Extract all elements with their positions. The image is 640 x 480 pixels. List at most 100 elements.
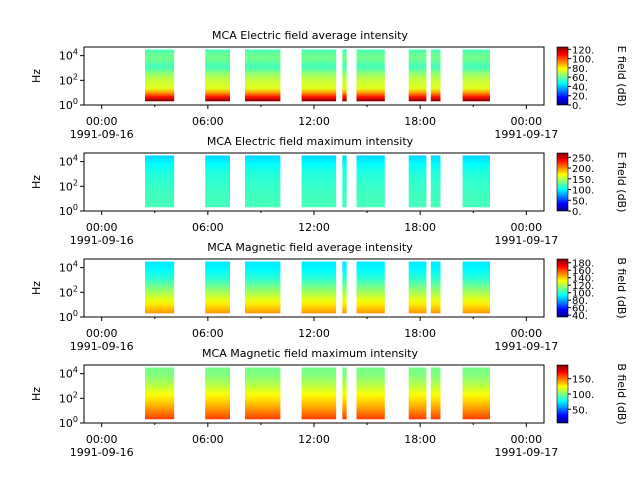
x-tick-label: 18:00 bbox=[404, 221, 436, 234]
spectrogram-block bbox=[301, 155, 337, 208]
colorbar bbox=[556, 258, 569, 318]
spectrogram-block bbox=[145, 261, 175, 314]
x-tick-label: 12:00 bbox=[298, 327, 330, 340]
y-tick-label: 104 bbox=[59, 48, 78, 63]
colorbar-tick-label: 100. bbox=[572, 390, 594, 401]
x-tick-label: 12:00 bbox=[298, 433, 330, 446]
colorbar-label: E field (dB) bbox=[615, 46, 628, 107]
spectrogram-block bbox=[430, 367, 441, 420]
spectrogram-block bbox=[205, 155, 230, 208]
colorbar-tick-label: 160. bbox=[572, 266, 594, 277]
panel-title: MCA Magnetic field maximum intensity bbox=[202, 347, 418, 360]
x-tick-label: 18:00 bbox=[404, 327, 436, 340]
colorbar-tick-label: 120. bbox=[572, 45, 594, 56]
spectrogram-block bbox=[356, 155, 385, 208]
spectrogram-block bbox=[342, 49, 347, 102]
colorbar-tick-label: 0. bbox=[572, 101, 582, 112]
x-tick-label: 00:00 bbox=[86, 327, 118, 340]
colorbar-tick-label: 180. bbox=[572, 259, 594, 270]
x-tick-label: 00:00 bbox=[510, 433, 542, 446]
x-tick-label: 06:00 bbox=[192, 115, 224, 128]
panel-title: MCA Electric field average intensity bbox=[212, 29, 408, 42]
y-tick-label: 104 bbox=[59, 260, 78, 275]
colorbar-label: B field (dB) bbox=[615, 257, 628, 318]
spectrogram-block bbox=[145, 367, 175, 420]
spectrogram-block bbox=[205, 49, 230, 102]
panel-4: MCA Magnetic field maximum intensity Hz 10… bbox=[30, 347, 628, 459]
panel-2: MCA Electric field maximum intensity Hz 10… bbox=[30, 135, 628, 247]
panel-title: MCA Magnetic field average intensity bbox=[207, 241, 413, 254]
panel-1: MCA Electric field average intensity Hz 10… bbox=[30, 29, 628, 141]
colorbar-tick-label: 50. bbox=[572, 196, 588, 207]
x-tick-label: 00:00 bbox=[510, 221, 542, 234]
colorbar-label: E field (dB) bbox=[615, 152, 628, 213]
spectrogram-block bbox=[342, 261, 347, 314]
colorbar-tick-label: 60. bbox=[572, 73, 588, 84]
colorbar bbox=[556, 364, 569, 424]
spectrogram-block bbox=[301, 261, 337, 314]
spectrogram-block bbox=[408, 155, 427, 208]
spectrogram-block bbox=[462, 155, 490, 208]
x-tick-label: 00:00 bbox=[86, 433, 118, 446]
spectrogram-block bbox=[301, 367, 337, 420]
colorbar-tick-label: 150. bbox=[572, 175, 594, 186]
spectrogram-block bbox=[145, 155, 175, 208]
colorbar-tick-label: 250. bbox=[572, 153, 594, 164]
y-axis-label: Hz bbox=[30, 69, 43, 83]
spectrogram-block bbox=[408, 49, 427, 102]
x-tick-date: 1991-09-17 bbox=[494, 446, 558, 459]
y-axis-label: Hz bbox=[30, 175, 43, 189]
spectrogram-block bbox=[430, 261, 441, 314]
x-tick-date: 1991-09-16 bbox=[70, 128, 134, 141]
spectrogram-block bbox=[356, 367, 385, 420]
y-axis-label: Hz bbox=[30, 281, 43, 295]
panel-title: MCA Electric field maximum intensity bbox=[207, 135, 414, 148]
colorbar-tick-label: 100. bbox=[572, 55, 594, 66]
y-tick-label: 100 bbox=[59, 415, 78, 430]
spectrogram-block bbox=[145, 49, 175, 102]
y-tick-label: 102 bbox=[59, 284, 78, 299]
spectrogram-block bbox=[462, 49, 490, 102]
spectrogram-block bbox=[205, 367, 230, 420]
spectrogram-block bbox=[245, 49, 281, 102]
y-tick-label: 102 bbox=[59, 72, 78, 87]
colorbar bbox=[556, 152, 569, 212]
colorbar-tick-label: 50. bbox=[572, 405, 588, 416]
spectrogram-block bbox=[462, 261, 490, 314]
spectrogram-block bbox=[342, 155, 347, 208]
colorbar-tick-label: 0. bbox=[572, 207, 582, 218]
colorbar-tick-label: 100. bbox=[572, 289, 594, 300]
y-tick-label: 102 bbox=[59, 390, 78, 405]
spectrogram-block bbox=[245, 155, 281, 208]
x-tick-label: 00:00 bbox=[86, 221, 118, 234]
y-tick-label: 100 bbox=[59, 309, 78, 324]
y-tick-label: 100 bbox=[59, 97, 78, 112]
y-tick-label: 100 bbox=[59, 203, 78, 218]
colorbar-label: B field (dB) bbox=[615, 363, 628, 424]
colorbar-tick-label: 150. bbox=[572, 375, 594, 386]
colorbar-tick-label: 200. bbox=[572, 164, 594, 175]
colorbar-tick-label: 20. bbox=[572, 92, 588, 103]
y-axis-label: Hz bbox=[30, 387, 43, 401]
spectrogram-block bbox=[430, 49, 441, 102]
colorbar bbox=[556, 46, 569, 106]
spectrogram-block bbox=[408, 261, 427, 314]
x-tick-label: 00:00 bbox=[86, 115, 118, 128]
x-tick-date: 1991-09-17 bbox=[494, 234, 558, 247]
x-tick-date: 1991-09-17 bbox=[494, 340, 558, 353]
spectrogram-block bbox=[342, 367, 347, 420]
x-tick-label: 06:00 bbox=[192, 327, 224, 340]
y-tick-label: 104 bbox=[59, 366, 78, 381]
x-tick-date: 1991-09-16 bbox=[70, 340, 134, 353]
colorbar-tick-label: 100. bbox=[572, 186, 594, 197]
colorbar-tick-label: 80. bbox=[572, 64, 588, 75]
x-tick-label: 00:00 bbox=[510, 115, 542, 128]
colorbar-tick-label: 40. bbox=[572, 82, 588, 93]
colorbar-tick-label: 80. bbox=[572, 296, 588, 307]
x-tick-date: 1991-09-16 bbox=[70, 234, 134, 247]
colorbar-tick-label: 60. bbox=[572, 304, 588, 315]
spectrogram-block bbox=[462, 367, 490, 420]
colorbar-tick-label: 40. bbox=[572, 311, 588, 322]
colorbar-tick-label: 120. bbox=[572, 281, 594, 292]
